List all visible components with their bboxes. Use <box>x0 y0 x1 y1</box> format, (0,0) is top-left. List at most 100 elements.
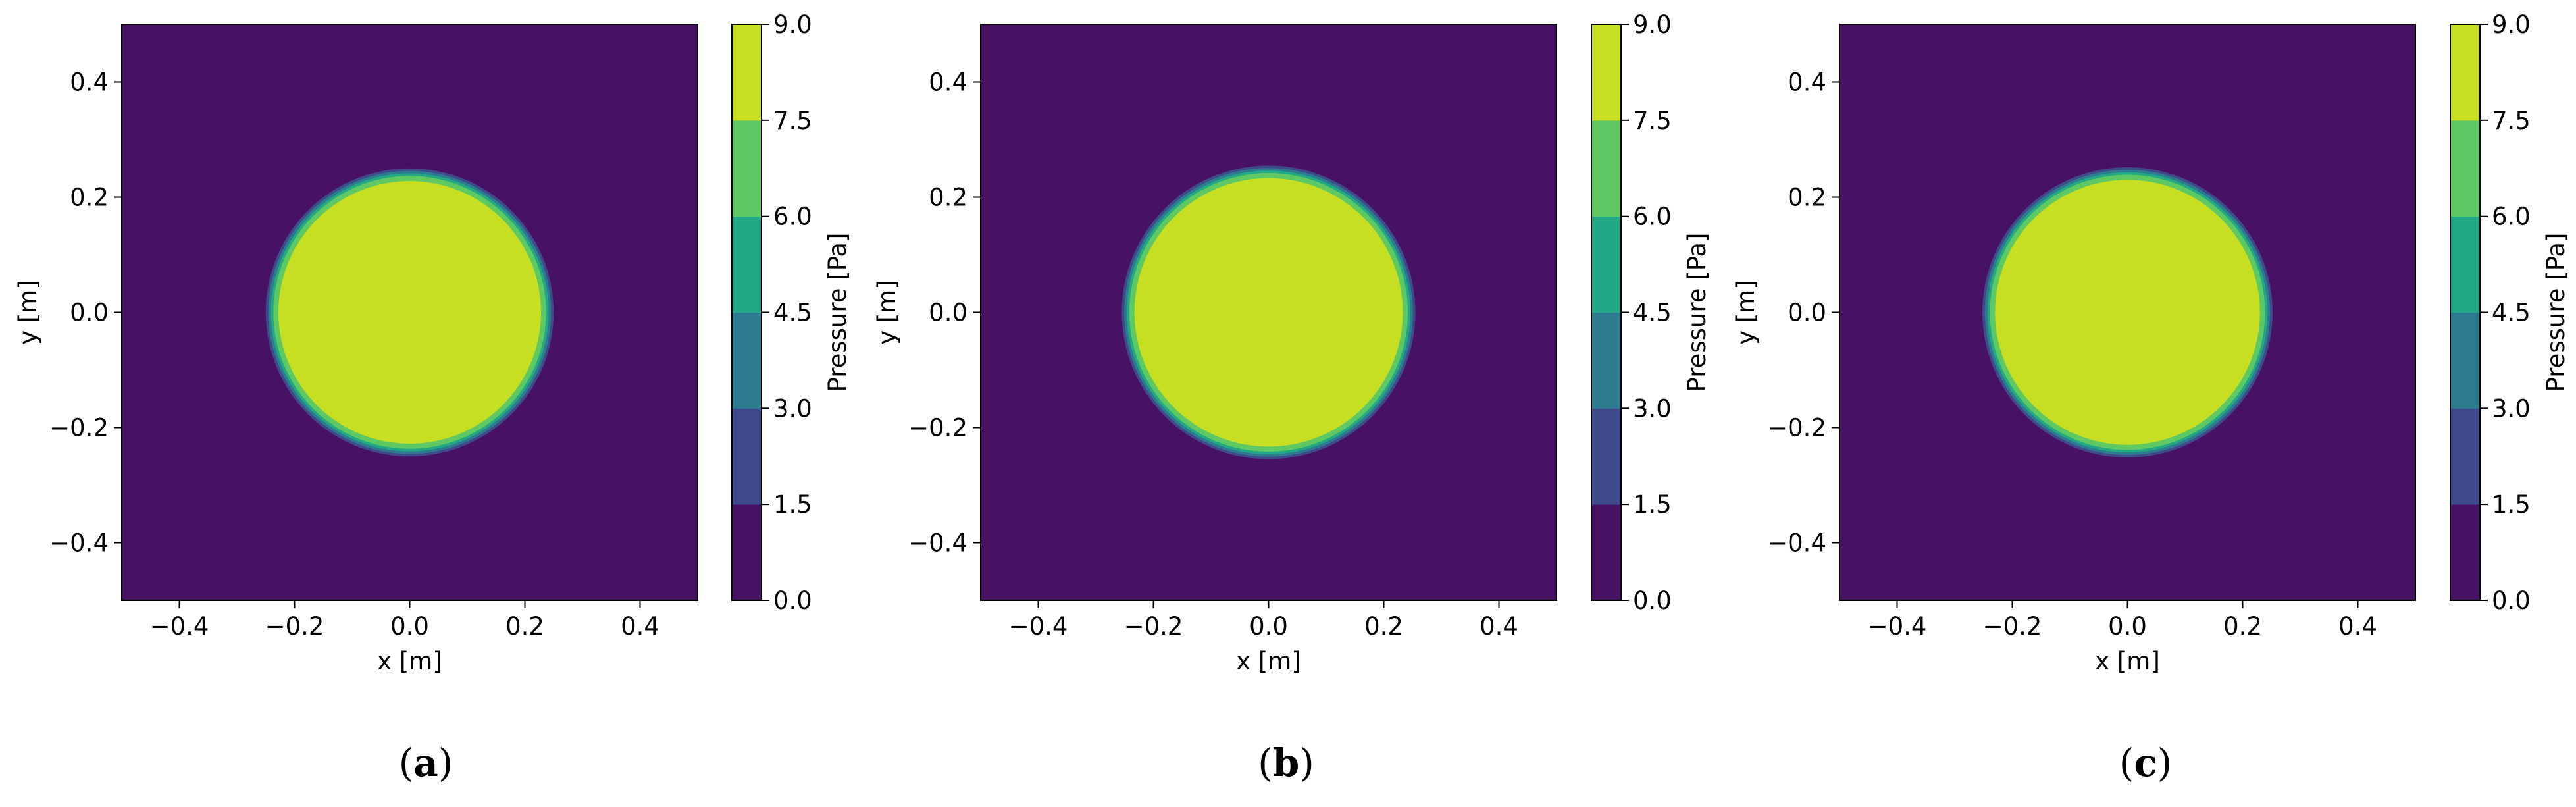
y-tick-label: −0.4 <box>908 529 967 558</box>
colorbar-tick-label: 0.0 <box>1633 586 1672 615</box>
y-tick-label: −0.2 <box>1767 414 1826 442</box>
x-tick-label: 0.2 <box>1364 612 1403 640</box>
colorbar-band <box>2450 312 2480 409</box>
y-tick-label: 0.0 <box>929 299 967 327</box>
x-axis-label: x [m] <box>377 647 442 675</box>
colorbar: 0.0 1.5 3.0 4.5 6.0 7.5 9.0 Pressure [Pa] <box>1591 11 1711 615</box>
panel-label-letter: a <box>413 741 438 785</box>
colorbar-band <box>2450 216 2480 313</box>
colorbar-tick-label: 0.0 <box>2492 586 2531 615</box>
panel-label-close: ) <box>1299 741 1314 785</box>
panel-label-c: (c) <box>2080 741 2211 785</box>
colorbar-tick-label: 9.0 <box>2492 11 2531 39</box>
colorbar-tick-label: 6.0 <box>773 203 812 231</box>
x-tick-label: 0.4 <box>621 612 659 640</box>
colorbar-band <box>1591 408 1621 505</box>
y-tick-label: 0.2 <box>929 184 967 212</box>
colorbar-tick-label: 4.5 <box>2492 299 2531 327</box>
contour-inner-disk <box>278 181 541 444</box>
colorbar-band <box>732 408 761 505</box>
panel-label-open: ( <box>1258 741 1273 785</box>
x-tick-label: 0.0 <box>2108 612 2147 640</box>
contour-panel-2: −0.4 −0.2 0.0 0.2 0.4 −0.4 −0.2 0.0 0.2 0.4 x [m] y… <box>873 11 1711 675</box>
x-tick-label: 0.2 <box>505 612 544 640</box>
colorbar-band <box>732 312 761 409</box>
colorbar-tick-label: 4.5 <box>1633 299 1672 327</box>
colorbar-band <box>732 24 761 121</box>
x-tick-label: −0.2 <box>265 612 324 640</box>
colorbar-tick-label: 6.0 <box>2492 203 2531 231</box>
y-axis-label: y [m] <box>14 280 42 345</box>
y-tick-label: 0.0 <box>70 299 109 327</box>
y-tick-label: 0.0 <box>1788 299 1826 327</box>
colorbar-band <box>2450 120 2480 217</box>
colorbar-tick-label: 6.0 <box>1633 203 1672 231</box>
colorbar: 0.0 1.5 3.0 4.5 6.0 7.5 9.0 Pressure [Pa] <box>2450 11 2570 615</box>
x-tick-label: 0.0 <box>1249 612 1288 640</box>
x-tick-label: 0.0 <box>390 612 429 640</box>
contour-inner-disk <box>1995 180 2260 445</box>
colorbar-band <box>1591 24 1621 121</box>
colorbar-tick-label: 1.5 <box>1633 490 1672 519</box>
x-tick-label: −0.4 <box>1868 612 1927 640</box>
x-tick-label: −0.2 <box>1124 612 1183 640</box>
y-tick-label: 0.2 <box>70 184 109 212</box>
y-tick-label: 0.4 <box>929 68 967 97</box>
x-tick-label: 0.2 <box>2223 612 2262 640</box>
y-axis-label: y [m] <box>1732 280 1760 345</box>
colorbar-band <box>732 120 761 217</box>
colorbar-label: Pressure [Pa] <box>823 233 852 392</box>
colorbar-band <box>732 504 761 601</box>
panel-label-letter: c <box>2134 741 2157 785</box>
y-tick-label: 0.4 <box>1788 68 1826 97</box>
colorbar-tick-label: 9.0 <box>773 11 812 39</box>
colorbar-band <box>1591 216 1621 313</box>
panel-label-open: ( <box>2119 741 2134 785</box>
colorbar-tick-label: 4.5 <box>773 299 812 327</box>
colorbar-band <box>1591 312 1621 409</box>
panel-label-close: ) <box>438 741 453 785</box>
colorbar-band <box>732 216 761 313</box>
x-tick-label: 0.4 <box>1480 612 1518 640</box>
colorbar-band <box>1591 120 1621 217</box>
colorbar-tick-label: 3.0 <box>1633 394 1672 423</box>
panel-label-close: ) <box>2157 741 2173 785</box>
colorbar-band <box>2450 408 2480 505</box>
y-tick-label: 0.4 <box>70 68 109 97</box>
x-tick-label: 0.4 <box>2338 612 2377 640</box>
colorbar-tick-label: 0.0 <box>773 586 812 615</box>
x-tick-label: −0.4 <box>1009 612 1068 640</box>
contour-panel-3: −0.4 −0.2 0.0 0.2 0.4 −0.4 −0.2 0.0 0.2 0.4 x [m] y… <box>1732 11 2570 675</box>
colorbar-label: Pressure [Pa] <box>1683 233 1711 392</box>
colorbar-tick-label: 7.5 <box>2492 107 2531 135</box>
x-axis-label: x [m] <box>2095 647 2160 675</box>
x-axis-label: x [m] <box>1236 647 1301 675</box>
colorbar-tick-label: 1.5 <box>2492 490 2531 519</box>
panel-label-letter: b <box>1272 741 1300 785</box>
contour-panel-1: −0.4 −0.2 0.0 0.2 0.4 −0.4 −0.2 0.0 0.2 0.4 x [m] y… <box>14 11 852 675</box>
y-tick-label: 0.2 <box>1788 184 1826 212</box>
colorbar-tick-label: 3.0 <box>773 394 812 423</box>
colorbar-tick-label: 3.0 <box>2492 394 2531 423</box>
colorbar-tick-label: 7.5 <box>1633 107 1672 135</box>
panel-label-open: ( <box>398 741 414 785</box>
colorbar-tick-label: 1.5 <box>773 490 812 519</box>
contour-inner-disk <box>1134 178 1403 447</box>
y-tick-label: −0.4 <box>49 529 109 558</box>
colorbar-label: Pressure [Pa] <box>2542 233 2570 392</box>
colorbar-band <box>2450 24 2480 121</box>
colorbar-band <box>2450 504 2480 601</box>
y-axis-label: y [m] <box>873 280 901 345</box>
colorbar-tick-label: 7.5 <box>773 107 812 135</box>
colorbar-tick-label: 9.0 <box>1633 11 1672 39</box>
colorbar: 0.0 1.5 3.0 4.5 6.0 7.5 9.0 Pressure [Pa] <box>731 11 852 615</box>
x-tick-label: −0.4 <box>150 612 209 640</box>
y-tick-label: −0.2 <box>49 414 109 442</box>
panel-label-b: (b) <box>1220 741 1352 785</box>
x-tick-label: −0.2 <box>1983 612 2042 640</box>
y-tick-label: −0.2 <box>908 414 967 442</box>
y-tick-label: −0.4 <box>1767 529 1826 558</box>
panel-label-a: (a) <box>360 741 492 785</box>
colorbar-band <box>1591 504 1621 601</box>
